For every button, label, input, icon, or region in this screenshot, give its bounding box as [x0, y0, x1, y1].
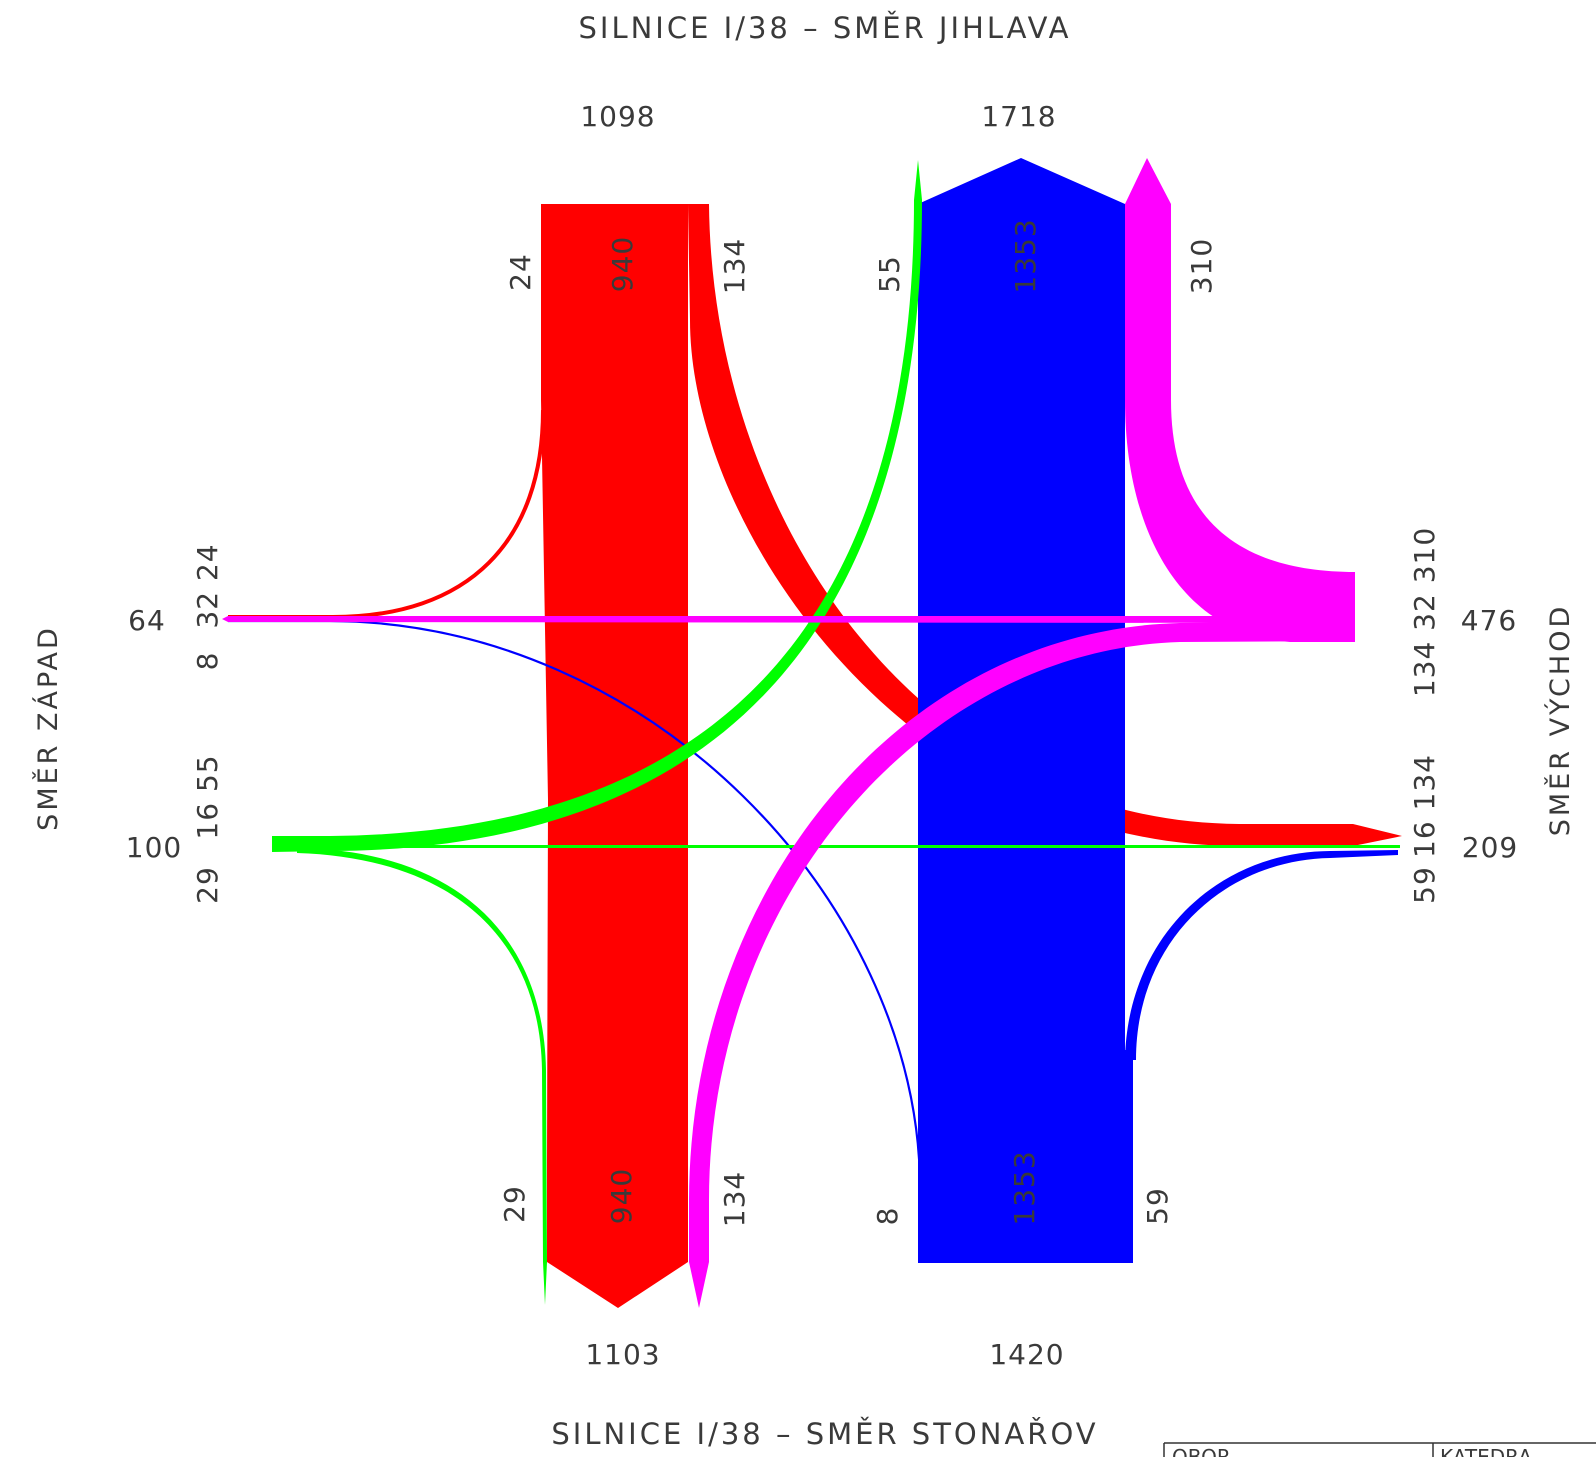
count-west-8: 8 — [191, 652, 224, 671]
count-east-16-134: 16 134 — [1408, 754, 1441, 858]
count-south-8: 8 — [871, 1207, 904, 1226]
road-west-label: SMĚR ZÁPAD — [32, 625, 64, 831]
flow-green-turn-south — [297, 848, 547, 1305]
count-east-134-32-310: 134 32 310 — [1408, 527, 1441, 697]
road-south-label: SILNICE I/38 – SMĚR STONAŘOV — [551, 1417, 1098, 1451]
total-north-out: 1718 — [981, 100, 1056, 133]
count-north-310: 310 — [1185, 238, 1218, 294]
count-south-29: 29 — [498, 1185, 531, 1223]
total-east-upper: 476 — [1461, 604, 1517, 637]
title-block-left: OBOR — [1172, 1445, 1231, 1457]
total-west-lower: 100 — [126, 831, 182, 864]
flow-red-turn-west — [228, 409, 545, 620]
total-south-out: 1103 — [585, 1338, 660, 1371]
road-north-label: SILNICE I/38 – SMĚR JIHLAVA — [579, 11, 1072, 45]
flow-magenta-south-north — [689, 620, 1355, 1308]
flow-magenta-turn-north — [1125, 158, 1355, 642]
total-east-lower: 209 — [1462, 831, 1518, 864]
count-north-940: 940 — [606, 236, 639, 292]
total-west-upper: 64 — [128, 604, 166, 637]
flow-red-straight — [541, 204, 688, 1308]
count-north-1353: 1353 — [1009, 218, 1042, 293]
count-south-940: 940 — [605, 1168, 638, 1224]
title-block: OBOR KATEDRA — [1163, 1442, 1596, 1457]
count-south-1353: 1353 — [1008, 1150, 1041, 1225]
count-north-134: 134 — [718, 238, 751, 294]
count-north-55: 55 — [873, 255, 906, 293]
count-south-134: 134 — [718, 1171, 751, 1227]
count-west-32-24: 32 24 — [191, 543, 224, 628]
count-west-16-55: 16 55 — [191, 754, 224, 839]
total-south-in: 1420 — [989, 1338, 1064, 1371]
total-north-in: 1098 — [580, 100, 655, 133]
flow-blue-turn-east — [1125, 850, 1398, 1060]
title-block-right: KATEDRA — [1440, 1445, 1532, 1457]
flow-green-straight — [272, 845, 1400, 848]
road-east-label: SMĚR VÝCHOD — [1544, 604, 1576, 837]
count-east-59: 59 — [1408, 866, 1441, 904]
flow-red-turn-east — [688, 204, 1402, 846]
flow-magenta-straight — [222, 616, 1355, 623]
count-south-59: 59 — [1141, 1187, 1174, 1225]
flow-blue-straight — [918, 158, 1133, 1263]
count-north-24: 24 — [504, 253, 537, 291]
count-west-29: 29 — [191, 866, 224, 904]
flow-blue-turn-south — [228, 619, 922, 1181]
